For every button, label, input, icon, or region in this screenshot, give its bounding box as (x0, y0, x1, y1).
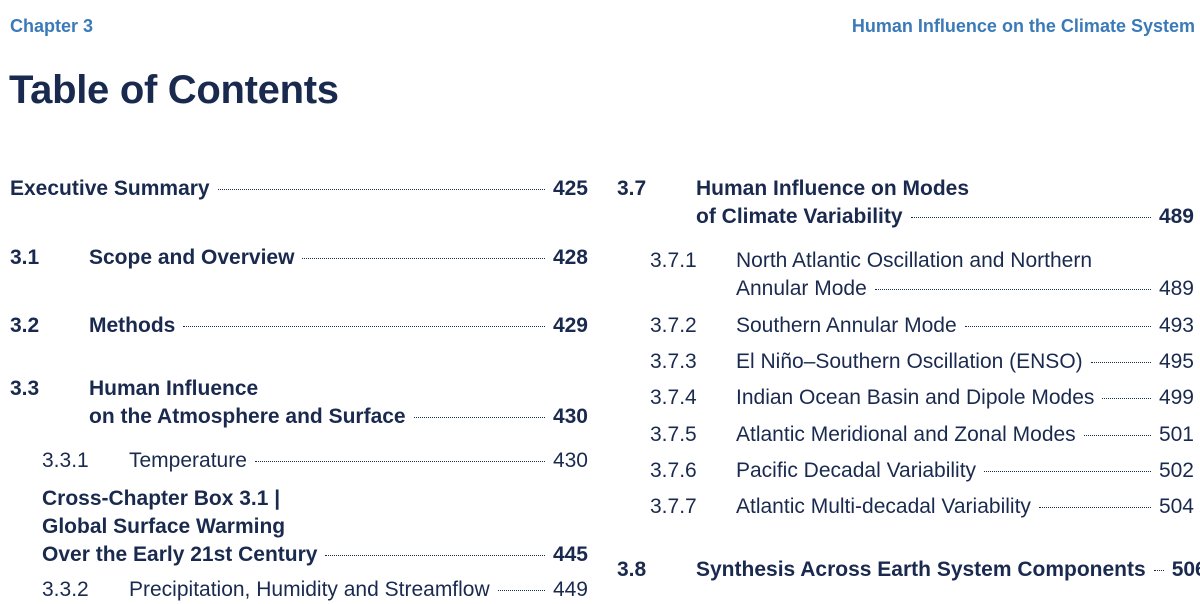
entry-title-line: Temperature (129, 449, 247, 472)
entry-title-line: Global Surface Warming (42, 515, 286, 538)
entry-title: Synthesis Across Earth System Components… (696, 556, 1200, 584)
section-number: 3.2 (10, 314, 40, 337)
entry-title-line: Atlantic Multi-decadal Variability (736, 495, 1031, 518)
entry-title-line: Executive Summary (10, 177, 210, 200)
entry-title: Temperature 430 (129, 447, 588, 475)
section-number: 3.7.6 (650, 459, 697, 482)
entry-title: Cross-Chapter Box 3.1 | Global Surface Wa… (42, 485, 588, 569)
dot-leader (964, 326, 1151, 327)
entry-title-line: Southern Annular Mode (736, 314, 957, 337)
chapter-label: Chapter 3 (10, 16, 94, 36)
entry-title-line: Human Influence on Modes (696, 177, 970, 200)
page-number: 449 (552, 578, 588, 601)
entry-title: Executive Summary 425 (10, 175, 588, 203)
page-number: 428 (552, 246, 588, 269)
page-number: 489 (1158, 277, 1194, 300)
entry-title: North Atlantic Oscillation and Northern A… (736, 247, 1194, 303)
entry-title-line: on the Atmosphere and Surface (89, 405, 406, 428)
running-title: Human Influence on the Climate System (851, 16, 1195, 36)
entry-title-line: Precipitation, Humidity and Streamflow (129, 578, 490, 601)
page-number: 493 (1158, 314, 1194, 337)
page-number: 495 (1158, 350, 1194, 373)
page-number: 430 (552, 449, 588, 472)
entry-title: Human Influence on the Atmosphere and Sur… (89, 375, 588, 431)
entry-title: El Niño–Southern Oscillation (ENSO) 495 (736, 348, 1194, 376)
entry-title-line: North Atlantic Oscillation and Northern (736, 249, 1093, 272)
entry-title: Atlantic Meridional and Zonal Modes 501 (736, 421, 1194, 449)
section-number: 3.7.4 (650, 386, 697, 409)
dot-leader (1038, 507, 1151, 508)
page-title: Table of Contents (9, 68, 339, 112)
entry-title-line: Cross-Chapter Box 3.1 | (42, 487, 281, 510)
dot-leader (183, 326, 545, 327)
page-number: 425 (552, 177, 588, 200)
entry-title-line: Synthesis Across Earth System Components (696, 558, 1146, 581)
dot-leader (254, 461, 545, 462)
entry-title-line: El Niño–Southern Oscillation (ENSO) (736, 350, 1083, 373)
page-number: 506 (1171, 558, 1200, 581)
entry-title-line: of Climate Variability (696, 205, 903, 228)
dot-leader (1153, 570, 1164, 571)
section-number: 3.8 (617, 558, 647, 581)
dot-leader (302, 258, 545, 259)
entry-title: Indian Ocean Basin and Dipole Modes 499 (736, 384, 1194, 412)
entry-title-line: Scope and Overview (89, 246, 295, 269)
section-number: 3.3 (10, 377, 40, 400)
entry-title-line: Human Influence (89, 377, 259, 400)
page-number: 429 (552, 314, 588, 337)
section-number: 3.7.3 (650, 350, 697, 373)
dot-leader (984, 471, 1151, 472)
dot-leader (1102, 398, 1151, 399)
entry-title: Scope and Overview 428 (89, 244, 588, 272)
page-number: 502 (1158, 459, 1194, 482)
dot-leader (874, 289, 1151, 290)
dot-leader (413, 417, 545, 418)
entry-title: Methods 429 (89, 312, 588, 340)
dot-leader (910, 217, 1151, 218)
entry-title: Southern Annular Mode 493 (736, 312, 1194, 340)
section-number: 3.7.7 (650, 495, 697, 518)
page-number: 504 (1158, 495, 1194, 518)
page-number: 501 (1158, 423, 1194, 446)
page-number: 489 (1158, 205, 1194, 228)
section-number: 3.7 (617, 177, 647, 200)
entry-title-line: Annular Mode (736, 277, 867, 300)
entry-title-line: Atlantic Meridional and Zonal Modes (736, 423, 1076, 446)
section-number: 3.1 (10, 246, 40, 269)
dot-leader (497, 590, 545, 591)
section-number: 3.3.1 (42, 449, 89, 472)
entry-title-line: Indian Ocean Basin and Dipole Modes (736, 386, 1095, 409)
dot-leader (217, 189, 545, 190)
dot-leader (325, 555, 545, 556)
entry-title: Human Influence on Modes of Climate Varia… (696, 175, 1194, 231)
entry-title-line: Methods (89, 314, 176, 337)
entry-title-line: Pacific Decadal Variability (736, 459, 977, 482)
dot-leader (1090, 362, 1151, 363)
dot-leader (1083, 435, 1151, 436)
entry-title-line: Over the Early 21st Century (42, 543, 318, 566)
page-number: 499 (1158, 386, 1194, 409)
page-number: 445 (552, 543, 588, 566)
section-number: 3.7.1 (650, 249, 697, 272)
entry-title: Pacific Decadal Variability 502 (736, 457, 1194, 485)
section-number: 3.7.2 (650, 314, 697, 337)
entry-title: Precipitation, Humidity and Streamflow 44… (129, 576, 588, 604)
section-number: 3.7.5 (650, 423, 697, 446)
entry-title: Atlantic Multi-decadal Variability 504 (736, 493, 1194, 521)
section-number: 3.3.2 (42, 578, 89, 601)
page-number: 430 (552, 405, 588, 428)
